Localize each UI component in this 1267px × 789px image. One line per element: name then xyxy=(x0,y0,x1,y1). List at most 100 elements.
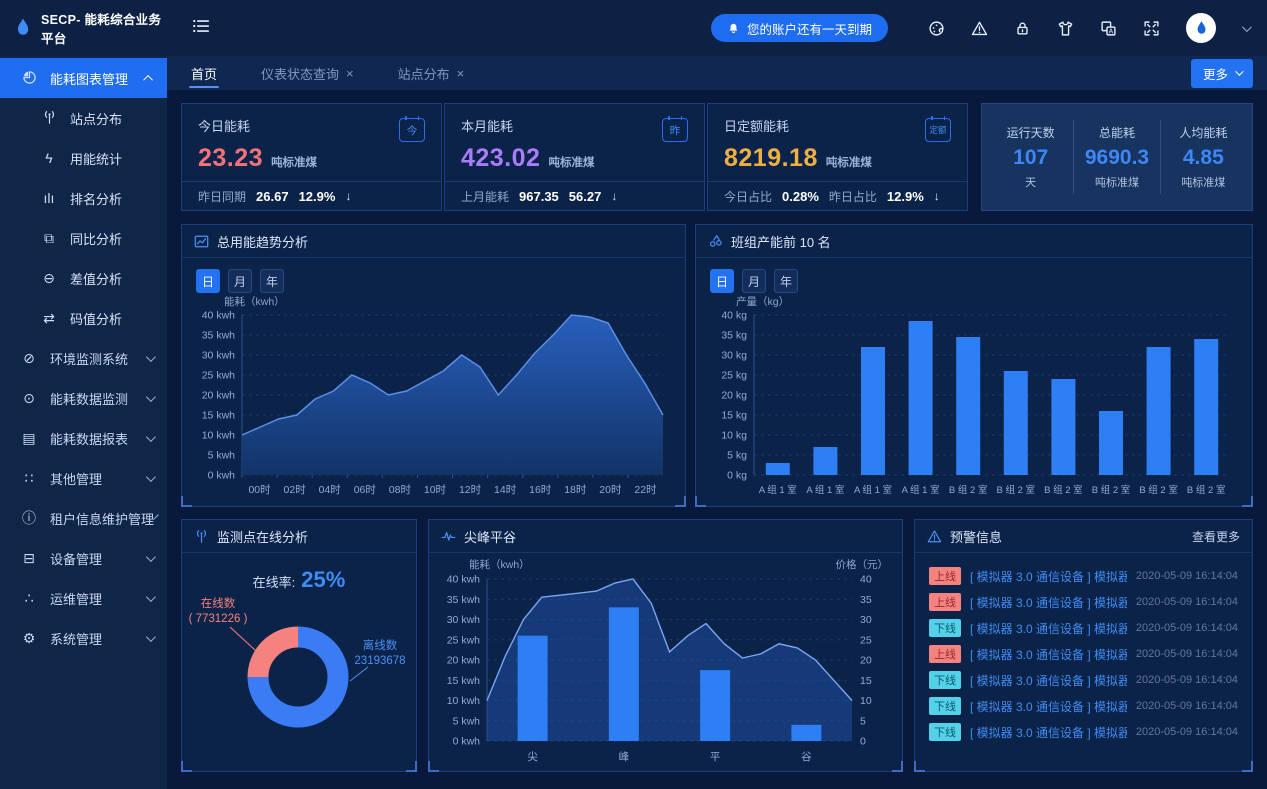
online-rate: 在线率: 25% xyxy=(182,567,416,593)
stat-card-1: 本月能耗 昨 423.02 吨标准煤 上月能耗 967.35 56.27 ↓ xyxy=(444,103,705,211)
sidebar-item-8[interactable]: ⚙ 系统管理 xyxy=(0,618,167,658)
sidebar-item-5[interactable]: ⓘ 租户信息维护管理 xyxy=(0,498,167,538)
ranking-chip-年[interactable]: 年 xyxy=(774,269,799,293)
trend-chip-年[interactable]: 年 xyxy=(260,269,285,293)
translate-icon[interactable]: A xyxy=(1100,20,1117,37)
sidebar-menu: 能耗图表管理 站点分布 ϟ 用能统计 ılı 排名分析 ⧉ 同比分析 ⊖ 差值分析 ⇄ 码值分析 ⊘ 环境… xyxy=(0,56,167,789)
sidebar-item-0[interactable]: 能耗图表管理 xyxy=(0,58,167,98)
alert-row-4[interactable]: 下线 [ 模拟器 3.0 通信设备 ] 模拟器 3.0... 2020-05-09 … xyxy=(929,667,1238,693)
ranking-period-tabs: 日月年 xyxy=(710,269,1252,293)
trend-period-tabs: 日月年 xyxy=(196,269,685,293)
antenna-icon xyxy=(40,110,58,126)
svg-text:能耗（kwh）: 能耗（kwh） xyxy=(469,558,530,571)
stat-value: 23.23 xyxy=(198,144,264,172)
stats-row: 今日能耗 今 23.23 吨标准煤 昨日同期 26.67 12.9% ↓ 本月能耗 昨 423.02… xyxy=(181,103,1253,211)
summary-label: 总能耗 xyxy=(1098,126,1135,140)
svg-text:0 kwh: 0 kwh xyxy=(453,736,481,748)
svg-text:峰: 峰 xyxy=(619,751,630,763)
stat-value: 423.02 xyxy=(461,144,541,172)
fullscreen-icon[interactable] xyxy=(1143,20,1160,37)
svg-text:40: 40 xyxy=(860,574,872,586)
theme-icon[interactable] xyxy=(1057,20,1074,37)
avatar[interactable] xyxy=(1186,13,1216,43)
tab-0[interactable]: 首页 xyxy=(191,56,217,90)
palette-icon[interactable] xyxy=(928,20,945,37)
svg-text:A 组 1 室: A 组 1 室 xyxy=(759,484,797,496)
main-area: 您的账户还有一天到期 A 首页 仪表状态查询 × 站点分布 × 更多 今日能耗 今 23.2… xyxy=(167,0,1267,789)
sidebar-subitem-0-5[interactable]: ⇄ 码值分析 xyxy=(0,298,167,338)
sidebar-item-label: 系统管理 xyxy=(50,631,103,647)
svg-text:23193678: 23193678 xyxy=(354,655,405,667)
ranking-chip-月[interactable]: 月 xyxy=(742,269,767,293)
more-button[interactable]: 更多 xyxy=(1190,58,1253,88)
svg-text:25 kwh: 25 kwh xyxy=(447,634,480,646)
ranking-panel: 班组产能前 10 名 日月年 产量（kg） 0 kg 5 kg 10 kg 15 kg 2… xyxy=(695,224,1253,507)
stat-footer-value: 12.9% xyxy=(298,188,336,204)
svg-text:30 kg: 30 kg xyxy=(721,350,747,362)
menu-collapse-icon[interactable] xyxy=(191,16,211,41)
sidebar-subitem-0-1[interactable]: ϟ 用能统计 xyxy=(0,138,167,178)
svg-text:10: 10 xyxy=(860,695,872,707)
sidebar-item-4[interactable]: ∷ 其他管理 xyxy=(0,458,167,498)
app-title: SECP- 能耗综合业务平台 xyxy=(41,13,162,46)
sidebar-item-2[interactable]: ⊙ 能耗数据监测 xyxy=(0,378,167,418)
alert-time: 2020-05-09 16:14:04 xyxy=(1135,622,1238,634)
view-more-link[interactable]: 查看更多 xyxy=(1191,529,1240,544)
svg-text:平: 平 xyxy=(710,751,721,763)
sidebar-subitem-0-0[interactable]: 站点分布 xyxy=(0,98,167,138)
svg-text:20 kwh: 20 kwh xyxy=(447,655,480,667)
report-icon: ▤ xyxy=(22,429,36,446)
svg-text:18时: 18时 xyxy=(564,484,587,496)
alert-row-2[interactable]: 下线 [ 模拟器 3.0 通信设备 ] 模拟器 3.0... 2020-05-09 … xyxy=(929,615,1238,641)
sidebar-subitem-0-2[interactable]: ılı 排名分析 xyxy=(0,178,167,218)
panel-title: 监测点在线分析 xyxy=(217,529,309,545)
stat-title: 今日能耗 xyxy=(198,119,251,134)
svg-text:0: 0 xyxy=(860,736,866,748)
svg-text:5 kg: 5 kg xyxy=(727,450,747,462)
svg-text:尖: 尖 xyxy=(527,750,538,763)
alert-row-5[interactable]: 下线 [ 模拟器 3.0 通信设备 ] 模拟器 3.0... 2020-05-09 … xyxy=(929,693,1238,719)
alert-row-0[interactable]: 上线 [ 模拟器 3.0 通信设备 ] 模拟器 3.0... 2020-05-09 … xyxy=(929,563,1238,589)
user-menu-chevron-icon[interactable] xyxy=(1241,21,1252,32)
chevron-down-icon xyxy=(1235,67,1244,76)
tab-close-icon[interactable]: × xyxy=(456,65,465,81)
peak-valley-panel: 尖峰平谷 能耗（kwh） 价格（元） 0 kwh 0 5 kwh 5 10 kwh 10 15 … xyxy=(428,519,903,772)
sidebar-subitem-label: 码值分析 xyxy=(70,311,123,327)
sidebar-item-7[interactable]: ∴ 运维管理 xyxy=(0,578,167,618)
sidebar-item-3[interactable]: ▤ 能耗数据报表 xyxy=(0,418,167,458)
tab-1[interactable]: 仪表状态查询 × xyxy=(261,56,354,90)
tab-2[interactable]: 站点分布 × xyxy=(398,56,465,90)
leaf-icon: ⊘ xyxy=(23,349,35,366)
summary-value: 107 xyxy=(1013,146,1049,169)
stat-footer-label: 今日占比 xyxy=(724,189,773,204)
alert-row-3[interactable]: 上线 [ 模拟器 3.0 通信设备 ] 模拟器 3.0... 2020-05-09 … xyxy=(929,641,1238,667)
ranking-chip-日[interactable]: 日 xyxy=(710,269,735,293)
sidebar-item-6[interactable]: ⊟ 设备管理 xyxy=(0,538,167,578)
summary-unit: 天 xyxy=(1025,177,1037,189)
lock-icon[interactable] xyxy=(1014,20,1031,37)
sidebar-subitem-0-4[interactable]: ⊖ 差值分析 xyxy=(0,258,167,298)
trend-chip-日[interactable]: 日 xyxy=(196,269,221,293)
sidebar-subitem-0-3[interactable]: ⧉ 同比分析 xyxy=(0,218,167,258)
alert-row-1[interactable]: 上线 [ 模拟器 3.0 通信设备 ] 模拟器 3.0... 2020-05-09 … xyxy=(929,589,1238,615)
sidebar-item-1[interactable]: ⊘ 环境监测系统 xyxy=(0,338,167,378)
alert-time: 2020-05-09 16:14:04 xyxy=(1135,596,1238,608)
summary-value: 4.85 xyxy=(1182,146,1224,169)
trend-chip-月[interactable]: 月 xyxy=(228,269,253,293)
svg-text:15: 15 xyxy=(860,675,872,687)
tabbar: 首页 仪表状态查询 × 站点分布 × 更多 xyxy=(167,56,1267,90)
svg-text:10 kwh: 10 kwh xyxy=(202,430,235,442)
online-donut-chart: 在线数 ( 7731226 ) 离线数 23193678 xyxy=(189,596,406,728)
status-badge: 下线 xyxy=(929,697,961,715)
account-expiry-notice[interactable]: 您的账户还有一天到期 xyxy=(710,14,888,42)
alert-icon[interactable] xyxy=(971,20,988,37)
online-panel-header: 监测点在线分析 xyxy=(182,520,416,553)
chevron-down-icon xyxy=(145,471,156,482)
tab-close-icon[interactable]: × xyxy=(346,65,354,81)
sidebar-subitem-label: 排名分析 xyxy=(70,191,123,207)
sidebar-subitem-label: 差值分析 xyxy=(70,271,123,287)
svg-text:30: 30 xyxy=(860,614,872,626)
alert-time: 2020-05-09 16:14:04 xyxy=(1135,674,1238,686)
online-rate-value: 25% xyxy=(301,567,346,592)
alert-row-6[interactable]: 下线 [ 模拟器 3.0 通信设备 ] 模拟器 3.0... 2020-05-09 … xyxy=(929,719,1238,745)
